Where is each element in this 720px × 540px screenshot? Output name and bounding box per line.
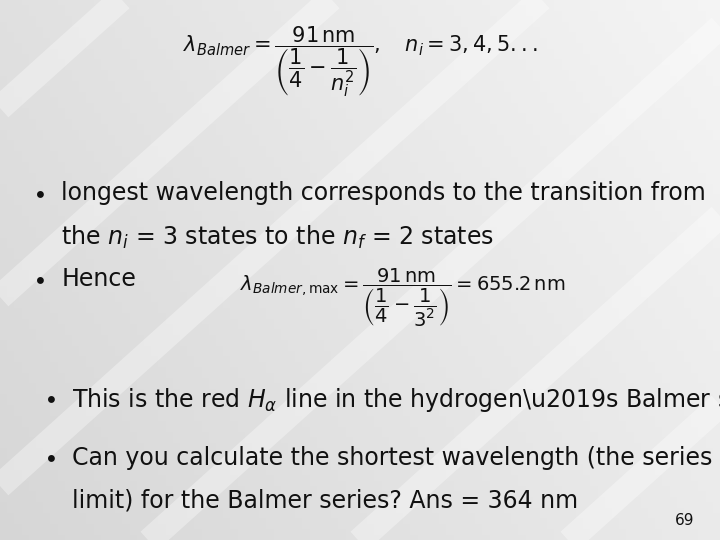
Text: $\lambda_{Balmer} = \dfrac{91\,\mathrm{nm}}{\left(\dfrac{1}{4} - \dfrac{1}{n_i^2: $\lambda_{Balmer} = \dfrac{91\,\mathrm{n…	[183, 24, 537, 99]
Text: This is the red $H_{\alpha}$ line in the hydrogen\u2019s Balmer series: This is the red $H_{\alpha}$ line in the…	[72, 386, 720, 414]
Text: $\bullet$: $\bullet$	[43, 446, 56, 469]
Text: the $n_i$ = 3 states to the $n_f$ = 2 states: the $n_i$ = 3 states to the $n_f$ = 2 st…	[61, 224, 494, 251]
Text: $\bullet$: $\bullet$	[32, 267, 45, 291]
Text: Hence: Hence	[61, 267, 136, 291]
Text: $\lambda_{Balmer,\mathrm{max}} = \dfrac{91\,\mathrm{nm}}{\left(\dfrac{1}{4} - \d: $\lambda_{Balmer,\mathrm{max}} = \dfrac{…	[240, 267, 566, 329]
Text: Can you calculate the shortest wavelength (the series: Can you calculate the shortest wavelengt…	[72, 446, 712, 469]
Text: $\bullet$: $\bullet$	[32, 181, 45, 205]
Text: longest wavelength corresponds to the transition from: longest wavelength corresponds to the tr…	[61, 181, 706, 205]
Text: limit) for the Balmer series? Ans = 364 nm: limit) for the Balmer series? Ans = 364 …	[72, 489, 578, 512]
Text: $\bullet$: $\bullet$	[43, 386, 56, 410]
Text: 69: 69	[675, 513, 695, 528]
